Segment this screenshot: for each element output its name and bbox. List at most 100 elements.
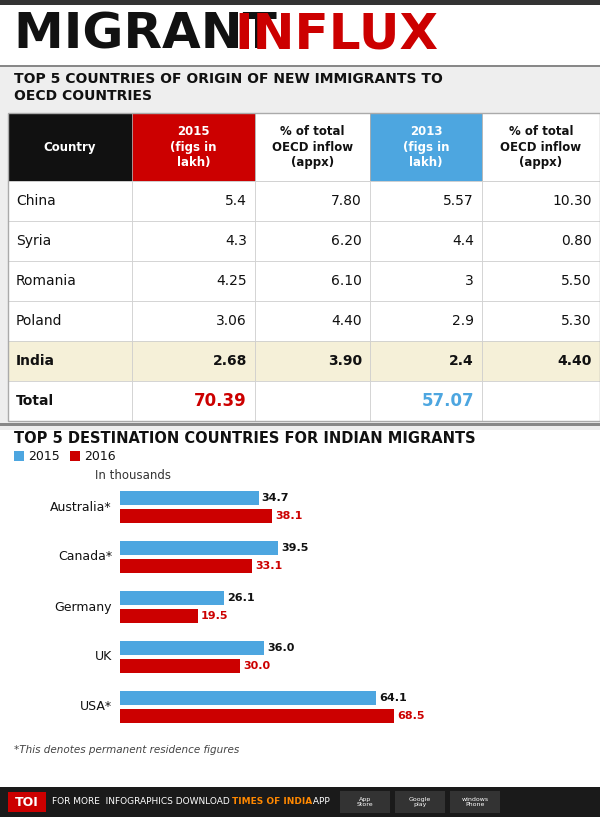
Text: 4.25: 4.25: [217, 274, 247, 288]
Bar: [370, 301, 482, 341]
Bar: [120, 591, 224, 605]
Text: 2.68: 2.68: [212, 354, 247, 368]
Text: FOR MORE  INFOGRAPHICS DOWNLOAD: FOR MORE INFOGRAPHICS DOWNLOAD: [52, 797, 235, 806]
Text: 33.1: 33.1: [256, 561, 283, 571]
Text: 36.0: 36.0: [267, 643, 295, 653]
Text: TOP 5 DESTINATION COUNTRIES FOR INDIAN MIGRANTS: TOP 5 DESTINATION COUNTRIES FOR INDIAN M…: [14, 431, 476, 446]
Text: In thousands: In thousands: [95, 469, 171, 482]
Bar: [0, 5, 600, 65]
Bar: [132, 181, 255, 221]
Text: 3.06: 3.06: [216, 314, 247, 328]
Bar: [0, 0, 600, 5]
Text: 6.20: 6.20: [331, 234, 362, 248]
Text: % of total
OECD inflow
(appx): % of total OECD inflow (appx): [500, 125, 581, 169]
Bar: [255, 221, 370, 261]
Text: USA*: USA*: [80, 700, 112, 713]
Bar: [370, 341, 482, 381]
Bar: [255, 301, 370, 341]
Bar: [120, 559, 253, 573]
Text: 4.4: 4.4: [452, 234, 474, 248]
Bar: [482, 181, 600, 221]
Bar: [0, 67, 600, 430]
Text: 2015
(figs in
lakh): 2015 (figs in lakh): [170, 125, 217, 169]
Bar: [8, 792, 46, 812]
Text: Total: Total: [16, 394, 54, 408]
Bar: [482, 261, 600, 301]
Bar: [370, 113, 482, 181]
Bar: [255, 341, 370, 381]
Bar: [395, 791, 445, 813]
Text: Country: Country: [44, 141, 96, 154]
Text: 3.90: 3.90: [328, 354, 362, 368]
Text: 68.5: 68.5: [397, 711, 425, 721]
Bar: [120, 509, 272, 523]
Bar: [120, 691, 376, 705]
Text: Romania: Romania: [16, 274, 77, 288]
Text: India: India: [16, 354, 55, 368]
Bar: [132, 301, 255, 341]
Text: 26.1: 26.1: [227, 593, 255, 603]
Bar: [132, 113, 255, 181]
Bar: [132, 261, 255, 301]
Text: TOI: TOI: [15, 796, 39, 809]
Text: 5.30: 5.30: [562, 314, 592, 328]
Text: 34.7: 34.7: [262, 493, 289, 503]
Bar: [120, 641, 264, 655]
Text: 38.1: 38.1: [275, 511, 303, 521]
Text: 30.0: 30.0: [243, 661, 270, 671]
Bar: [0, 423, 600, 426]
Bar: [8, 341, 132, 381]
Text: APP: APP: [310, 797, 330, 806]
Bar: [370, 181, 482, 221]
Text: 19.5: 19.5: [201, 611, 229, 621]
Text: 2.9: 2.9: [452, 314, 474, 328]
Bar: [0, 787, 600, 817]
Text: 2016: 2016: [84, 449, 116, 462]
Text: TIMES OF INDIA: TIMES OF INDIA: [232, 797, 312, 806]
Text: Google
play: Google play: [409, 797, 431, 807]
Text: Syria: Syria: [16, 234, 51, 248]
Bar: [14, 451, 24, 461]
Text: % of total
OECD inflow
(appx): % of total OECD inflow (appx): [272, 125, 353, 169]
Bar: [8, 381, 132, 421]
Bar: [482, 381, 600, 421]
Text: 2013
(figs in
lakh): 2013 (figs in lakh): [403, 125, 449, 169]
Text: windows
Phone: windows Phone: [461, 797, 488, 807]
Bar: [255, 261, 370, 301]
Bar: [8, 181, 132, 221]
Bar: [132, 221, 255, 261]
Text: 6.10: 6.10: [331, 274, 362, 288]
Bar: [8, 221, 132, 261]
Text: Poland: Poland: [16, 314, 62, 328]
Bar: [120, 609, 198, 623]
Text: 4.40: 4.40: [557, 354, 592, 368]
Text: 64.1: 64.1: [379, 693, 407, 703]
Bar: [482, 301, 600, 341]
Text: App
Store: App Store: [356, 797, 373, 807]
Text: MIGRANT: MIGRANT: [14, 10, 294, 58]
Bar: [132, 341, 255, 381]
Bar: [255, 113, 370, 181]
Text: 4.3: 4.3: [225, 234, 247, 248]
Bar: [255, 181, 370, 221]
Text: 5.57: 5.57: [443, 194, 474, 208]
Bar: [120, 541, 278, 555]
Text: 2.4: 2.4: [449, 354, 474, 368]
Bar: [8, 113, 132, 181]
Text: Canada*: Canada*: [58, 551, 112, 564]
Bar: [370, 381, 482, 421]
Text: 57.07: 57.07: [421, 392, 474, 410]
Bar: [8, 301, 132, 341]
Bar: [482, 341, 600, 381]
Text: *This denotes permanent residence figures: *This denotes permanent residence figure…: [14, 745, 239, 755]
Text: 5.4: 5.4: [225, 194, 247, 208]
Bar: [482, 221, 600, 261]
Bar: [120, 491, 259, 505]
Bar: [70, 451, 80, 461]
Text: 70.39: 70.39: [194, 392, 247, 410]
Text: 10.30: 10.30: [553, 194, 592, 208]
Text: TOP 5 COUNTRIES OF ORIGIN OF NEW IMMIGRANTS TO
OECD COUNTRIES: TOP 5 COUNTRIES OF ORIGIN OF NEW IMMIGRA…: [14, 72, 443, 103]
Bar: [482, 113, 600, 181]
Bar: [8, 261, 132, 301]
Text: 0.80: 0.80: [561, 234, 592, 248]
